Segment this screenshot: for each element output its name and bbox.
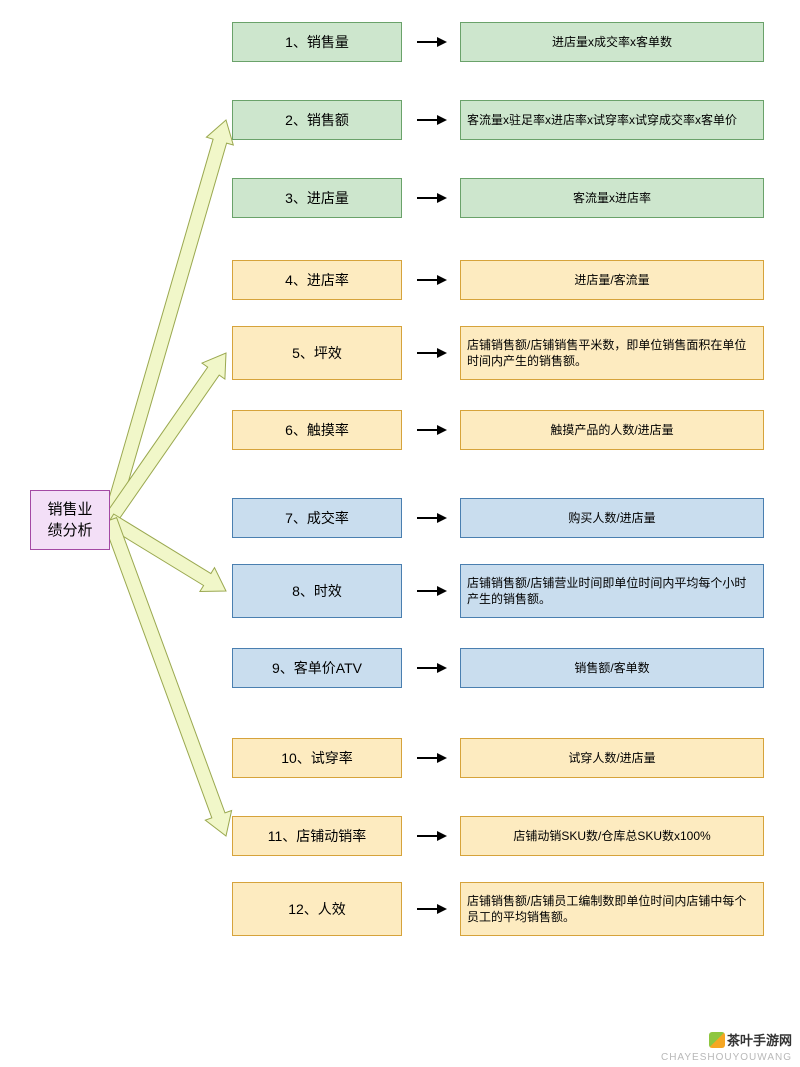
metric-box: 9、客单价ATV (232, 648, 402, 688)
arrow-right-icon (415, 423, 449, 437)
description-text: 店铺销售额/店铺营业时间即单位时间内平均每个小时产生的销售额。 (467, 575, 757, 607)
metric-label: 1、销售量 (285, 32, 349, 52)
metric-box: 7、成交率 (232, 498, 402, 538)
watermark-cube-icon (709, 1032, 725, 1048)
metric-label: 7、成交率 (285, 508, 349, 528)
description-box: 购买人数/进店量 (460, 498, 764, 538)
metric-label: 4、进店率 (285, 270, 349, 290)
description-text: 购买人数/进店量 (568, 510, 655, 526)
description-text: 客流量x进店率 (573, 190, 651, 206)
description-text: 触摸产品的人数/进店量 (550, 422, 673, 438)
root-node: 销售业 绩分析 (30, 490, 110, 550)
metric-label: 9、客单价ATV (272, 658, 362, 678)
description-box: 店铺动销SKU数/仓库总SKU数x100% (460, 816, 764, 856)
arrow-right-icon (415, 273, 449, 287)
metric-label: 12、人效 (288, 899, 346, 919)
arrow-right-icon (415, 661, 449, 675)
arrow-right-icon (415, 191, 449, 205)
metric-label: 10、试穿率 (281, 748, 353, 768)
description-box: 销售额/客单数 (460, 648, 764, 688)
description-box: 试穿人数/进店量 (460, 738, 764, 778)
metric-box: 4、进店率 (232, 260, 402, 300)
arrow-right-icon (415, 511, 449, 525)
metric-label: 11、店铺动销率 (268, 826, 367, 846)
description-text: 店铺动销SKU数/仓库总SKU数x100% (513, 828, 710, 844)
description-box: 客流量x驻足率x进店率x试穿率x试穿成交率x客单价 (460, 100, 764, 140)
metric-label: 5、坪效 (292, 343, 342, 363)
description-box: 进店量/客流量 (460, 260, 764, 300)
watermark-logo: 茶叶手游网 (709, 1030, 792, 1049)
metric-label: 6、触摸率 (285, 420, 349, 440)
watermark-logo-text: 茶叶手游网 (727, 1030, 792, 1049)
metric-box: 8、时效 (232, 564, 402, 618)
arrow-right-icon (415, 346, 449, 360)
metric-label: 2、销售额 (285, 110, 349, 130)
arrow-right-icon (415, 902, 449, 916)
description-box: 店铺销售额/店铺员工编制数即单位时间内店铺中每个员工的平均销售额。 (460, 882, 764, 936)
metric-box: 11、店铺动销率 (232, 816, 402, 856)
metric-label: 8、时效 (292, 581, 342, 601)
metric-box: 10、试穿率 (232, 738, 402, 778)
metric-box: 2、销售额 (232, 100, 402, 140)
metric-box: 5、坪效 (232, 326, 402, 380)
description-box: 进店量x成交率x客单数 (460, 22, 764, 62)
metric-box: 6、触摸率 (232, 410, 402, 450)
description-text: 进店量x成交率x客单数 (552, 34, 672, 50)
description-text: 试穿人数/进店量 (568, 750, 655, 766)
description-box: 客流量x进店率 (460, 178, 764, 218)
branch-arrow-icon (103, 120, 233, 522)
description-text: 客流量x驻足率x进店率x试穿率x试穿成交率x客单价 (467, 112, 737, 128)
description-text: 进店量/客流量 (574, 272, 649, 288)
root-label: 销售业 绩分析 (47, 499, 92, 541)
branch-arrow-icon (103, 518, 231, 836)
description-text: 店铺销售额/店铺销售平米数，即单位销售面积在单位时间内产生的销售额。 (467, 337, 757, 369)
description-box: 触摸产品的人数/进店量 (460, 410, 764, 450)
branch-arrow-icon (104, 353, 226, 524)
arrow-right-icon (415, 584, 449, 598)
metric-label: 3、进店量 (285, 188, 349, 208)
watermark-subtext: CHAYESHOUYOUWANG (661, 1052, 792, 1063)
metric-box: 3、进店量 (232, 178, 402, 218)
description-box: 店铺销售额/店铺销售平米数，即单位销售面积在单位时间内产生的销售额。 (460, 326, 764, 380)
arrow-right-icon (415, 829, 449, 843)
arrow-right-icon (415, 751, 449, 765)
description-text: 销售额/客单数 (574, 660, 649, 676)
description-text: 店铺销售额/店铺员工编制数即单位时间内店铺中每个员工的平均销售额。 (467, 893, 757, 925)
arrow-right-icon (415, 35, 449, 49)
branch-arrow-icon (106, 514, 226, 592)
arrow-right-icon (415, 113, 449, 127)
description-box: 店铺销售额/店铺营业时间即单位时间内平均每个小时产生的销售额。 (460, 564, 764, 618)
metric-box: 1、销售量 (232, 22, 402, 62)
metric-box: 12、人效 (232, 882, 402, 936)
